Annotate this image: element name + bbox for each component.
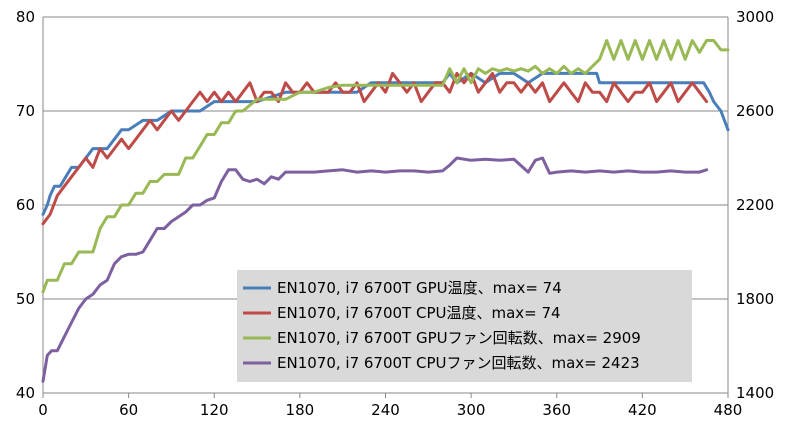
axes	[42, 17, 729, 398]
y-tick-label: 40	[16, 384, 35, 402]
x-tick-label: 420	[628, 401, 657, 419]
tick-labels: 40 50 60 70 80 1400 1800 2200 2600 3000 0 60 120 180 2…	[16, 8, 774, 419]
x-tick-label: 300	[457, 401, 486, 419]
x-tick-label: 360	[542, 401, 571, 419]
x-tick-label: 480	[714, 401, 743, 419]
y-tick-label: 50	[16, 290, 35, 308]
series-lines	[41, 39, 730, 383]
series-line-0	[41, 71, 730, 216]
legend-entry: EN1070, i7 6700T GPU温度、max= 74	[277, 279, 562, 297]
series-line-2	[41, 39, 730, 294]
legend-entry: EN1070, i7 6700T CPUファン回転数、max= 2423	[277, 354, 640, 372]
legend-box	[237, 270, 692, 382]
x-tick-label: 180	[286, 401, 315, 419]
x-tick-label: 120	[200, 401, 229, 419]
x-tick-label: 240	[371, 401, 400, 419]
y2-tick-label: 1800	[736, 290, 774, 308]
y2-tick-label: 2600	[736, 102, 774, 120]
x-tick-label: 60	[119, 401, 138, 419]
series-line-3	[41, 156, 709, 383]
y2-tick-label: 1400	[736, 384, 774, 402]
y2-tick-label: 2200	[736, 196, 774, 214]
y-tick-label: 70	[16, 102, 35, 120]
y2-tick-label: 3000	[736, 8, 774, 26]
x-tick-label: 0	[38, 401, 48, 419]
series-line-1	[41, 71, 709, 226]
legend-entry: EN1070, i7 6700T GPUファン回転数、max= 2909	[277, 329, 641, 347]
y-tick-label: 80	[16, 8, 35, 26]
legend-entry: EN1070, i7 6700T CPU温度、max= 74	[277, 304, 561, 322]
legend: EN1070, i7 6700T GPU温度、max= 74 EN1070, i7…	[237, 270, 692, 382]
y-tick-label: 60	[16, 196, 35, 214]
